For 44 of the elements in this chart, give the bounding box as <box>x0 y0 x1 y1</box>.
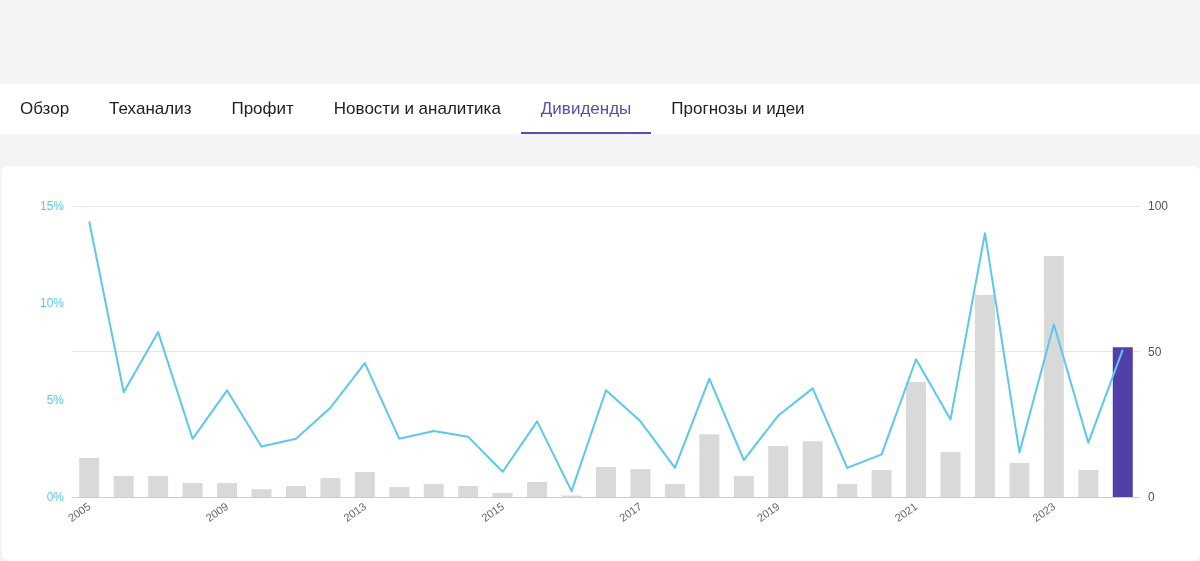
y2-tick-label: 50 <box>1148 344 1162 359</box>
bar <box>182 483 203 497</box>
bar <box>1043 256 1064 497</box>
y-tick-label: 0% <box>46 490 65 504</box>
bar <box>974 295 995 497</box>
bar <box>837 483 858 497</box>
bar <box>217 483 238 497</box>
text: Профит <box>230 98 295 120</box>
bar <box>320 478 341 497</box>
bar <box>527 481 548 497</box>
y-tick-label: 15% <box>39 199 65 213</box>
bar <box>423 483 444 497</box>
bar <box>285 485 306 497</box>
bar <box>492 492 513 497</box>
bar <box>940 451 961 497</box>
bar <box>1078 469 1099 497</box>
bar <box>79 458 100 497</box>
text: Обзор <box>19 98 71 120</box>
bar <box>596 467 616 497</box>
bar <box>906 382 927 497</box>
bar <box>113 476 134 497</box>
bar <box>354 471 375 497</box>
bar <box>733 476 754 497</box>
text: Новости и аналитика <box>332 98 502 120</box>
bar <box>802 441 823 497</box>
bar <box>1112 347 1133 497</box>
bar <box>630 469 651 497</box>
y-tick-label: 10% <box>39 296 65 310</box>
bar <box>1009 462 1030 497</box>
text: Дивиденды <box>520 84 652 134</box>
bar <box>871 469 892 497</box>
y-tick-label: 5% <box>46 393 65 407</box>
bar <box>699 434 720 497</box>
line-series <box>88 220 1124 493</box>
bar <box>389 487 410 497</box>
bar <box>768 446 789 497</box>
y2-tick-label: 0 <box>1148 490 1155 504</box>
bar <box>251 489 272 497</box>
bar <box>148 476 169 497</box>
text: Прогнозы и идеи <box>670 98 806 120</box>
text: Теханализ <box>108 98 193 120</box>
y2-tick-label: 100 <box>1148 199 1169 213</box>
bar <box>664 483 685 497</box>
bar <box>458 485 479 497</box>
